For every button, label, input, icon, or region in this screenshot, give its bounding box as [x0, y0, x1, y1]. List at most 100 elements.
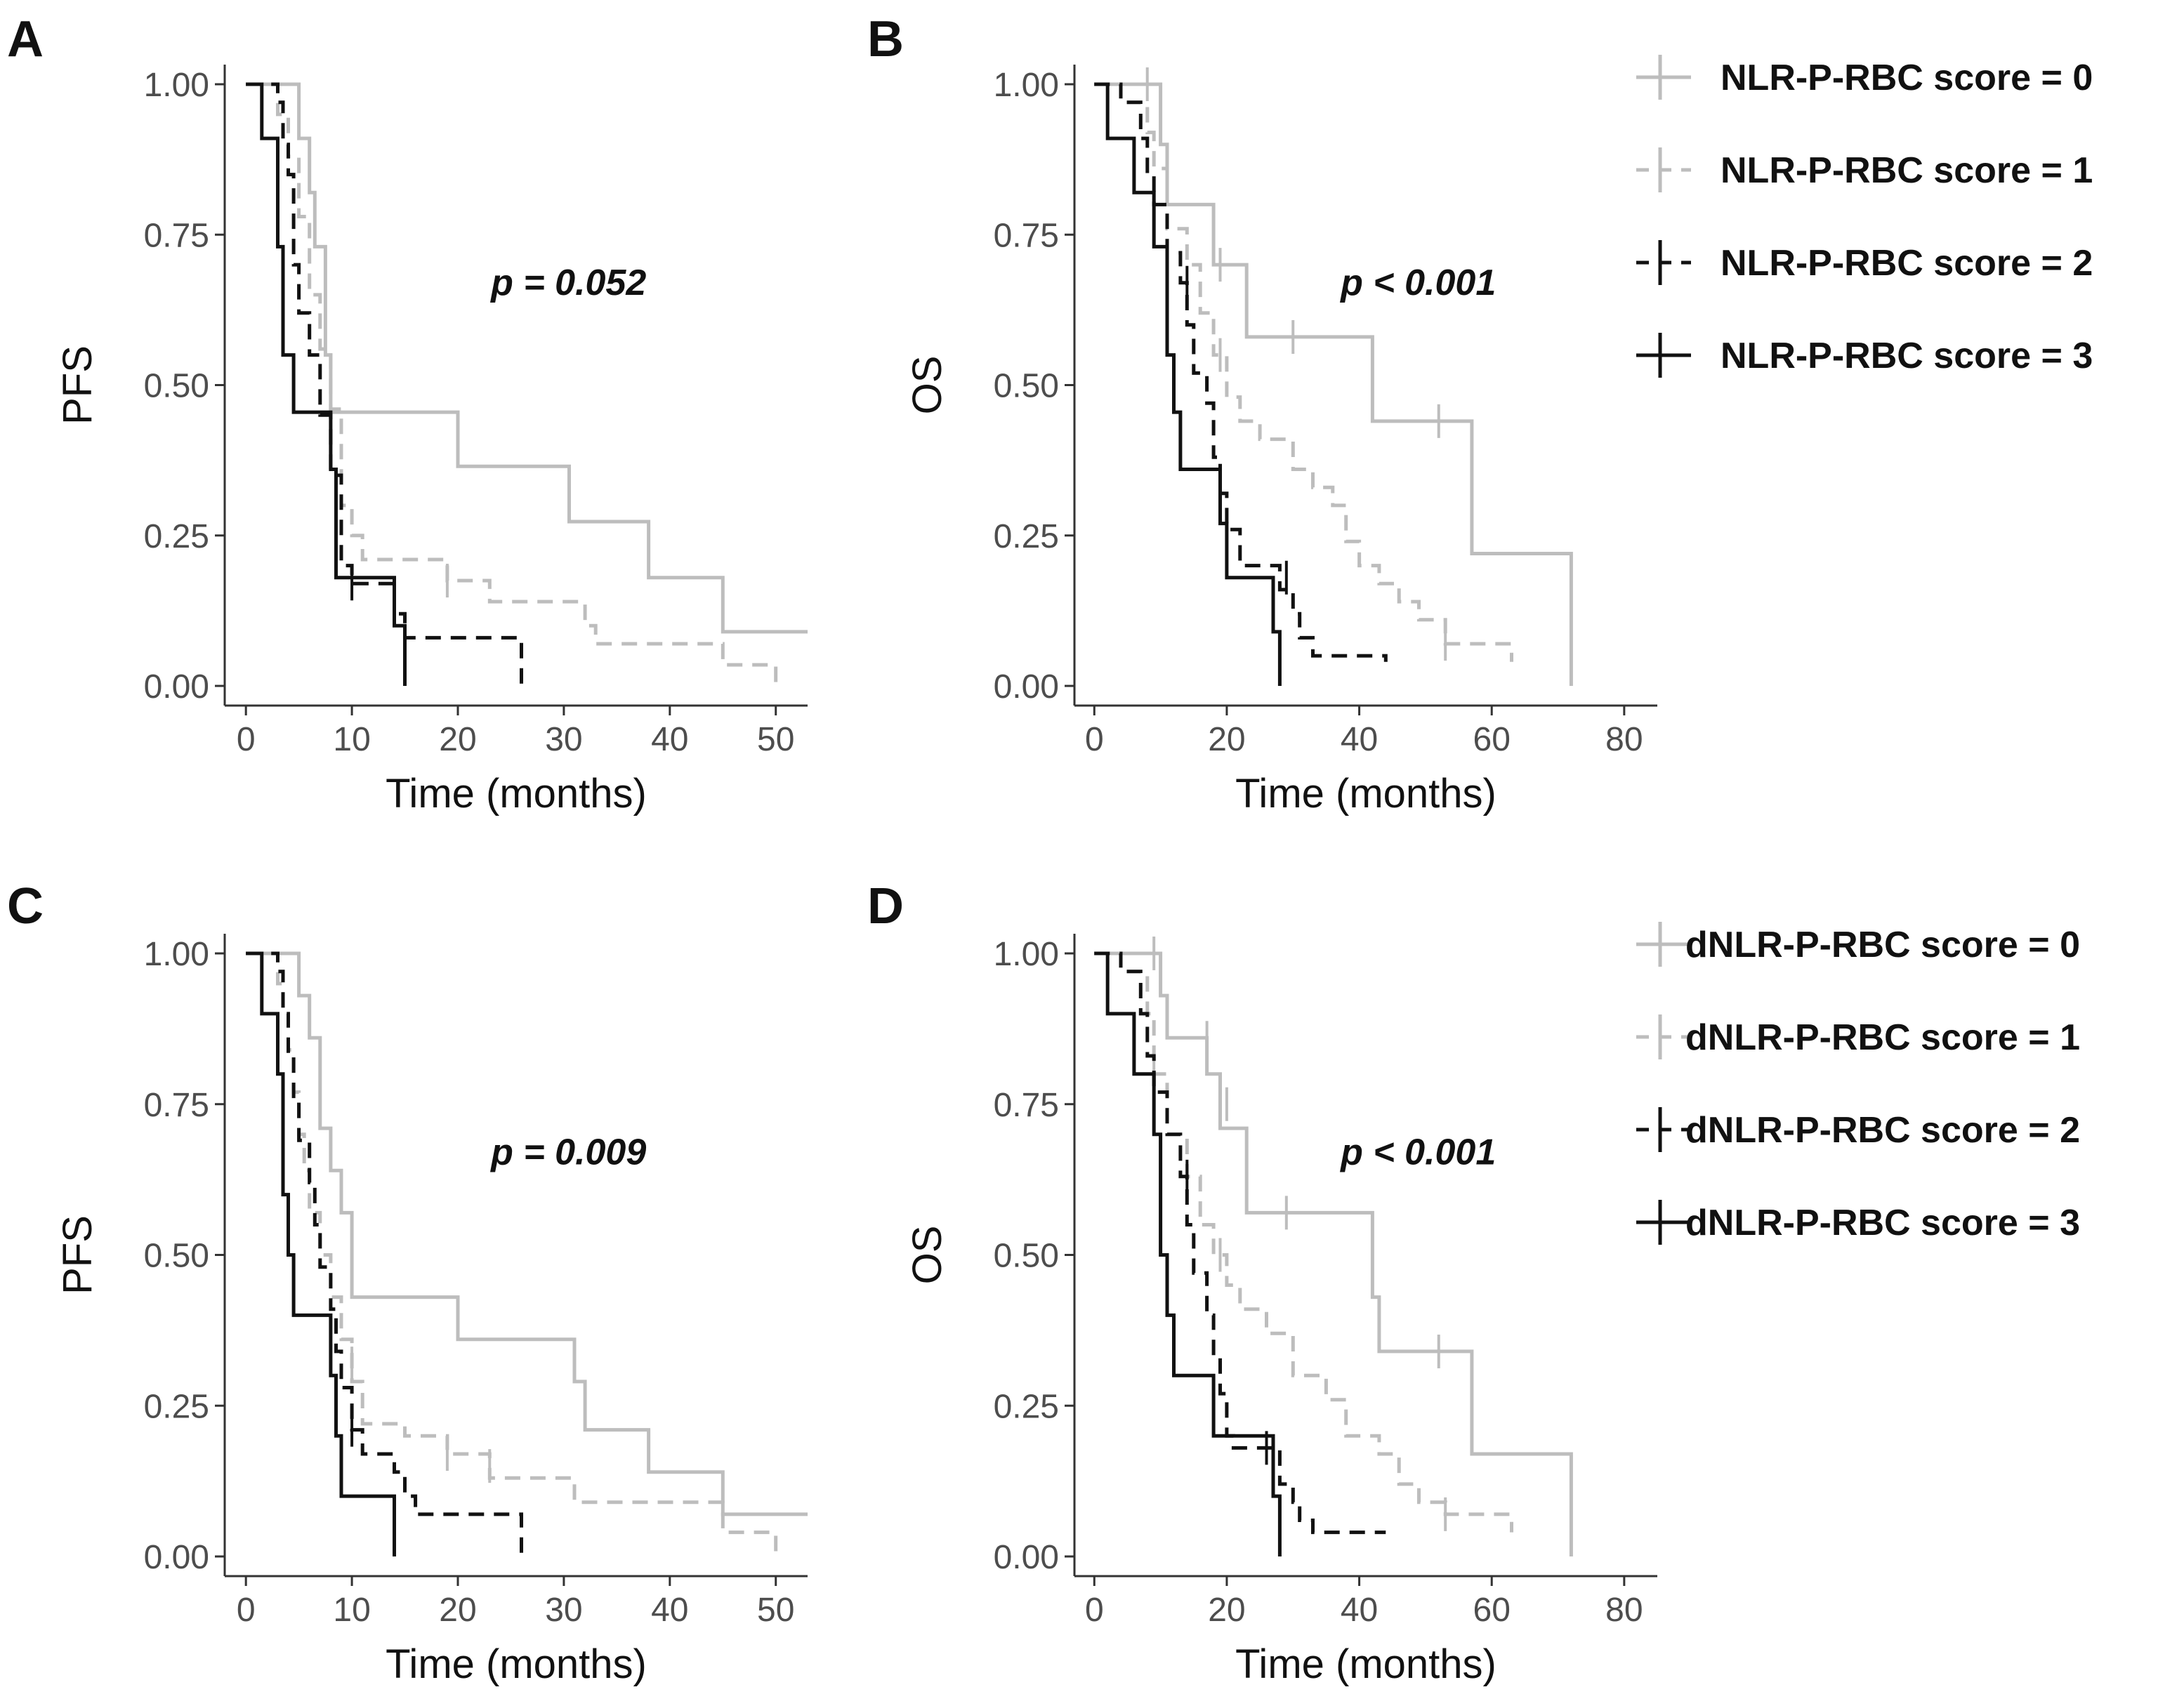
panel-label: A [7, 11, 44, 67]
survival-curve [1094, 82, 1513, 662]
x-tick-label: 0 [237, 721, 256, 758]
series-score-2 [1094, 82, 1388, 662]
survival-curve [246, 951, 808, 1516]
legend-label: dNLR-P-RBC score = 3 [1685, 1203, 2080, 1243]
y-tick-label: 1.00 [994, 936, 1059, 973]
series-score-0 [246, 951, 808, 1516]
x-tick-label: 20 [439, 721, 476, 758]
survival-curve [1094, 951, 1386, 1535]
series-score-2 [246, 951, 523, 1556]
survival-curve [246, 82, 407, 686]
y-tick-label: 0.50 [994, 368, 1059, 405]
y-tick-label: 0.50 [994, 1238, 1059, 1275]
legend-entry: NLR-P-RBC score = 1 [1636, 147, 2093, 192]
series-score-3 [246, 951, 396, 1556]
y-tick-label: 0.75 [144, 217, 209, 254]
series-score-2 [246, 82, 523, 686]
legend-label: dNLR-P-RBC score = 1 [1685, 1017, 2080, 1058]
legend-label: dNLR-P-RBC score = 0 [1685, 925, 2080, 965]
survival-curve [246, 82, 778, 686]
x-tick-label: 10 [333, 1592, 370, 1629]
x-tick-label: 30 [545, 721, 582, 758]
legend-entry: dNLR-P-RBC score = 2 [1636, 1107, 2080, 1152]
x-tick-label: 80 [1605, 1592, 1643, 1629]
x-tick-label: 10 [333, 721, 370, 758]
x-tick-label: 40 [651, 1592, 688, 1629]
p-value-label: p = 0.009 [489, 1132, 646, 1173]
y-axis-title: OS [904, 1226, 950, 1285]
x-tick-label: 20 [1208, 721, 1245, 758]
y-tick-label: 0.25 [144, 1388, 209, 1425]
legend-entry: dNLR-P-RBC score = 3 [1636, 1200, 2080, 1245]
survival-curve [1094, 951, 1513, 1533]
y-tick-label: 0.75 [144, 1087, 209, 1124]
x-tick-label: 80 [1605, 721, 1643, 758]
survival-curve [246, 951, 523, 1556]
x-axis-title: Time (months) [1235, 771, 1496, 816]
y-tick-label: 0.25 [994, 518, 1059, 555]
survival-curve [246, 82, 523, 686]
p-value-label: p < 0.001 [1339, 263, 1496, 303]
y-tick-label: 0.00 [144, 668, 209, 706]
x-tick-label: 60 [1473, 721, 1511, 758]
x-tick-label: 20 [439, 1592, 476, 1629]
panel-c: C 0.00 0.25 0.50 0.75 1.00 0 10 20 30 40 50 Time (mo… [7, 878, 808, 1687]
survival-curve [1094, 951, 1282, 1556]
legend-entry: NLR-P-RBC score = 0 [1636, 55, 2093, 100]
survival-curve [1094, 82, 1282, 686]
series-score-3 [1094, 951, 1282, 1556]
series-score-1 [1094, 951, 1513, 1533]
y-tick-label: 0.75 [994, 217, 1059, 254]
y-tick-label: 1.00 [144, 936, 209, 973]
series-score-1 [1094, 82, 1513, 662]
series-score-0 [1094, 937, 1573, 1556]
y-tick-label: 0.50 [144, 368, 209, 405]
panel-b: B 0.00 0.25 0.50 0.75 1.00 0 20 40 60 80 Time (mont… [867, 11, 1657, 816]
x-axis-title: Time (months) [1235, 1641, 1496, 1687]
panel-label: B [867, 11, 904, 67]
x-tick-label: 40 [1341, 721, 1378, 758]
x-tick-label: 40 [1341, 1592, 1378, 1629]
y-tick-label: 0.00 [994, 1539, 1059, 1576]
survival-curve [1094, 82, 1573, 686]
survival-curve [246, 951, 396, 1556]
p-value-label: p = 0.052 [489, 263, 646, 303]
series-score-0 [1094, 67, 1573, 686]
y-tick-label: 0.00 [994, 668, 1059, 706]
x-axis-title: Time (months) [386, 1641, 647, 1687]
x-tick-label: 60 [1473, 1592, 1511, 1629]
x-axis-title: Time (months) [386, 771, 647, 816]
x-tick-label: 20 [1208, 1592, 1245, 1629]
legend-label: NLR-P-RBC score = 0 [1721, 58, 2093, 98]
y-tick-label: 1.00 [144, 67, 209, 104]
y-axis-title: OS [904, 356, 950, 415]
p-value-label: p < 0.001 [1339, 1132, 1496, 1173]
x-tick-label: 40 [651, 721, 688, 758]
legend-entry: NLR-P-RBC score = 2 [1636, 240, 2093, 285]
y-tick-label: 0.50 [144, 1238, 209, 1275]
series-score-3 [1094, 82, 1282, 686]
x-tick-label: 0 [237, 1592, 256, 1629]
panel-a: A 0.00 0.25 0.50 0.75 1.00 0 10 20 30 40 50 Time (mo… [7, 11, 808, 816]
panel-label: D [867, 878, 904, 934]
survival-curve [1094, 951, 1573, 1556]
legend-bottom: dNLR-P-RBC score = 0 dNLR-P-RBC score = 1… [1636, 922, 2080, 1245]
survival-curve [246, 951, 778, 1556]
legend-entry: dNLR-P-RBC score = 1 [1636, 1014, 2080, 1059]
series-score-2 [1094, 951, 1386, 1535]
y-tick-label: 0.25 [144, 518, 209, 555]
legend-label: NLR-P-RBC score = 2 [1721, 243, 2093, 284]
x-tick-label: 0 [1085, 1592, 1104, 1629]
legend-top: NLR-P-RBC score = 0 NLR-P-RBC score = 1 NL… [1636, 55, 2093, 378]
y-tick-label: 0.00 [144, 1539, 209, 1576]
panel-d: D 0.00 0.25 0.50 0.75 1.00 0 20 40 60 80 Time (mont… [867, 878, 1657, 1687]
legend-entry: NLR-P-RBC score = 3 [1636, 333, 2093, 378]
series-score-1 [246, 951, 778, 1556]
series-score-3 [246, 82, 407, 686]
survival-curve [1094, 82, 1388, 662]
legend-label: dNLR-P-RBC score = 2 [1685, 1110, 2080, 1151]
legend-label: NLR-P-RBC score = 1 [1721, 150, 2093, 191]
x-tick-label: 50 [757, 721, 794, 758]
x-tick-label: 30 [545, 1592, 582, 1629]
